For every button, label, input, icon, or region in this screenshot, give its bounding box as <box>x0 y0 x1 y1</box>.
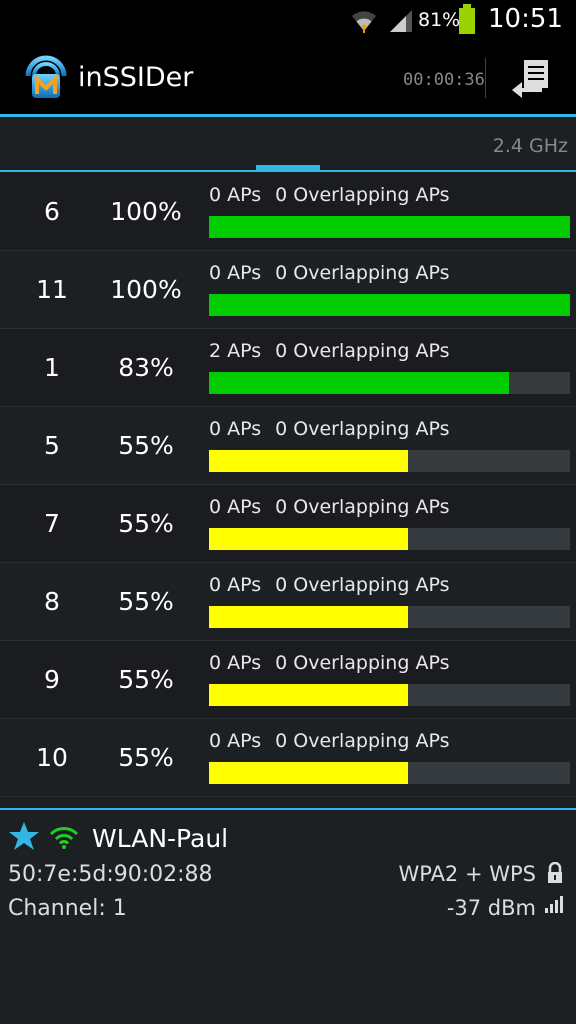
rating-bar-fill <box>209 606 408 628</box>
band-tab-bar[interactable]: 2.4 GHz <box>0 117 576 172</box>
channel-number: 7 <box>44 509 60 538</box>
wifi-status-icon <box>352 11 376 33</box>
channel-number: 11 <box>36 275 68 304</box>
rating-bar-track <box>209 762 570 784</box>
tabbar-accent-line <box>0 170 576 172</box>
app-title: inSSIDer <box>78 62 194 93</box>
ap-count: 2 APs <box>209 340 262 362</box>
ap-info: 2 APs 0 Overlapping APs <box>209 340 449 362</box>
rating-bar-track <box>209 372 570 394</box>
rating-bar-track <box>209 450 570 472</box>
ap-count: 0 APs <box>209 574 262 596</box>
rating-bar-fill <box>209 762 408 784</box>
channel-rating: 55% <box>118 431 174 460</box>
channel-number: 1 <box>44 353 60 382</box>
rating-bar-fill <box>209 294 570 316</box>
ap-info: 0 APs 0 Overlapping APs <box>209 496 449 518</box>
overlapping-count: 0 Overlapping APs <box>275 574 450 596</box>
ap-count: 0 APs <box>209 418 262 440</box>
channel-rating: 55% <box>118 587 174 616</box>
status-bar: 81% 10:51 <box>0 0 576 40</box>
clock: 10:51 <box>488 4 563 34</box>
ap-count: 0 APs <box>209 496 262 518</box>
channel-list[interactable]: 6 100% 0 APs 0 Overlapping APs 11 100% 0 APs 0 … <box>0 173 576 797</box>
star-icon[interactable] <box>8 820 40 852</box>
app-logo-icon[interactable] <box>24 54 68 100</box>
channel-rating: 83% <box>118 353 174 382</box>
channel-number: 9 <box>44 665 60 694</box>
overlapping-count: 0 Overlapping APs <box>275 730 450 752</box>
tab-indicator <box>256 165 320 170</box>
channel-rating: 55% <box>118 509 174 538</box>
rating-bar-fill <box>209 450 408 472</box>
overlapping-count: 0 Overlapping APs <box>275 496 450 518</box>
scan-timer: 00:00:36 <box>403 70 485 90</box>
battery-percent: 81% <box>418 9 461 31</box>
channel-number: 6 <box>44 197 60 226</box>
network-security: WPA2 + WPS <box>398 862 536 886</box>
overlapping-count: 0 Overlapping APs <box>275 652 450 674</box>
channel-row[interactable]: 7 55% 0 APs 0 Overlapping APs <box>0 485 576 563</box>
ap-info: 0 APs 0 Overlapping APs <box>209 730 449 752</box>
ap-count: 0 APs <box>209 730 262 752</box>
channel-rating: 55% <box>118 743 174 772</box>
channel-row[interactable]: 6 100% 0 APs 0 Overlapping APs <box>0 173 576 251</box>
rating-bar-fill <box>209 528 408 550</box>
wifi-signal-icon <box>49 827 79 849</box>
channel-row[interactable]: 11 100% 0 APs 0 Overlapping APs <box>0 251 576 329</box>
tab-2-4-ghz[interactable]: 2.4 GHz <box>492 135 568 157</box>
panel-accent-line <box>0 808 576 810</box>
channel-row[interactable]: 9 55% 0 APs 0 Overlapping APs <box>0 641 576 719</box>
ap-info: 0 APs 0 Overlapping APs <box>209 184 449 206</box>
lock-icon <box>548 862 562 883</box>
rating-bar-fill <box>209 684 408 706</box>
network-ssid: WLAN-Paul <box>92 824 229 853</box>
channel-row[interactable]: 8 55% 0 APs 0 Overlapping APs <box>0 563 576 641</box>
cell-signal-icon <box>390 10 412 32</box>
ap-info: 0 APs 0 Overlapping APs <box>209 652 449 674</box>
channel-number: 8 <box>44 587 60 616</box>
appbar-accent-line <box>0 114 576 117</box>
appbar-divider <box>485 58 486 98</box>
app-bar: inSSIDer 00:00:36 <box>0 40 576 114</box>
overlapping-count: 0 Overlapping APs <box>275 262 450 284</box>
ap-count: 0 APs <box>209 262 262 284</box>
overlapping-count: 0 Overlapping APs <box>275 340 450 362</box>
overlapping-count: 0 Overlapping APs <box>275 184 450 206</box>
battery-icon <box>459 4 475 34</box>
channel-number: 5 <box>44 431 60 460</box>
channel-number: 10 <box>36 743 68 772</box>
signal-bars-icon <box>545 896 563 913</box>
ap-count: 0 APs <box>209 184 262 206</box>
overlapping-count: 0 Overlapping APs <box>275 418 450 440</box>
ap-info: 0 APs 0 Overlapping APs <box>209 574 449 596</box>
rating-bar-track <box>209 606 570 628</box>
network-mac: 50:7e:5d:90:02:88 <box>8 862 213 887</box>
channel-row[interactable]: 10 55% 0 APs 0 Overlapping APs <box>0 719 576 797</box>
ap-info: 0 APs 0 Overlapping APs <box>209 262 449 284</box>
rating-bar-track <box>209 684 570 706</box>
connected-network-panel[interactable]: WLAN-Paul 50:7e:5d:90:02:88 Channel: 1 W… <box>0 810 576 1024</box>
rating-bar-track <box>209 528 570 550</box>
ap-count: 0 APs <box>209 652 262 674</box>
network-rssi: -37 dBm <box>446 896 536 920</box>
rating-bar-fill <box>209 216 570 238</box>
channel-rating: 100% <box>110 275 182 304</box>
rating-bar-track <box>209 294 570 316</box>
channel-row[interactable]: 1 83% 2 APs 0 Overlapping APs <box>0 329 576 407</box>
channel-rating: 100% <box>110 197 182 226</box>
network-channel: Channel: 1 <box>8 896 127 921</box>
channel-row[interactable]: 5 55% 0 APs 0 Overlapping APs <box>0 407 576 485</box>
rating-bar-fill <box>209 372 509 394</box>
channel-rating: 55% <box>118 665 174 694</box>
ap-info: 0 APs 0 Overlapping APs <box>209 418 449 440</box>
export-icon[interactable] <box>510 58 552 98</box>
rating-bar-track <box>209 216 570 238</box>
